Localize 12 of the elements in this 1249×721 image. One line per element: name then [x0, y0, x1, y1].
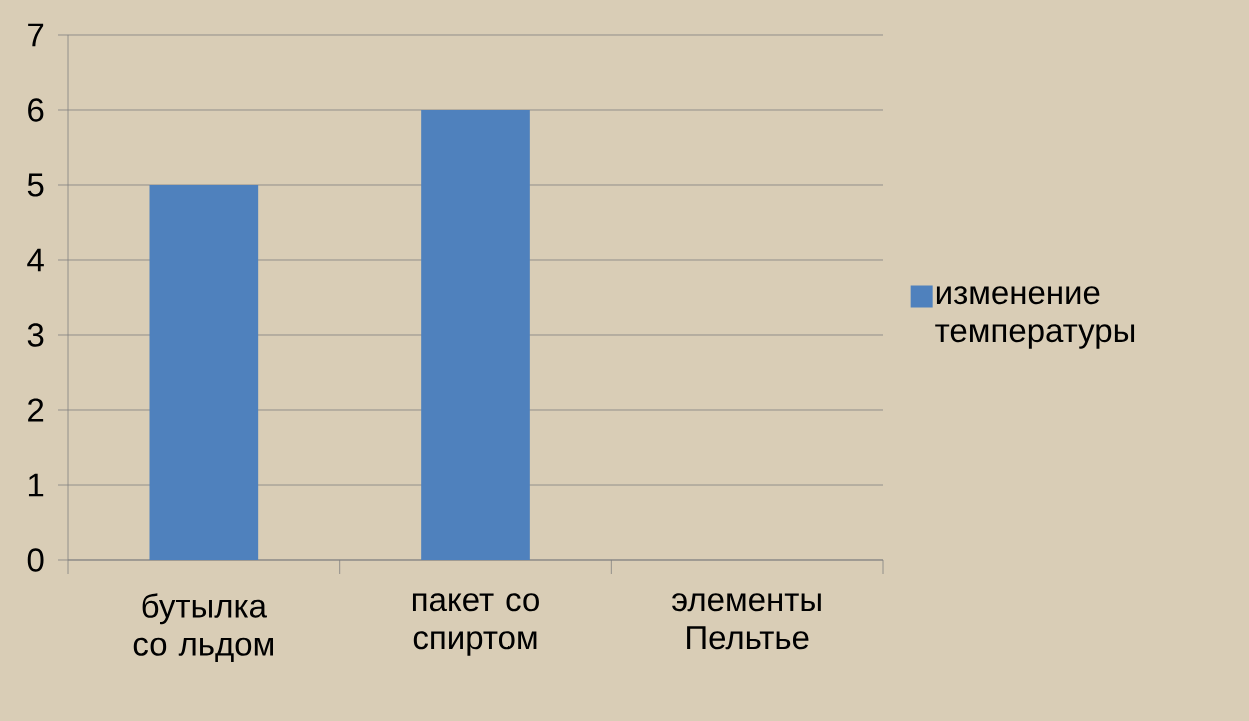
y-tick-label: 4	[27, 248, 44, 272]
x-tick-label: бутылка со льдом	[133, 593, 273, 662]
y-tick-label: 1	[28, 473, 44, 497]
y-tick-label: 5	[27, 173, 44, 197]
x-tick-label: элементы Пельтье	[672, 593, 821, 650]
legend-label: изменение температуры	[935, 286, 1135, 349]
y-tick-label: 7	[28, 23, 44, 47]
y-tick-label: 2	[28, 398, 44, 422]
x-tick-label: пакет со спиртом	[412, 593, 539, 656]
y-tick-label: 0	[27, 548, 44, 572]
y-tick-label: 3	[27, 323, 44, 347]
y-tick-label: 6	[28, 98, 44, 122]
